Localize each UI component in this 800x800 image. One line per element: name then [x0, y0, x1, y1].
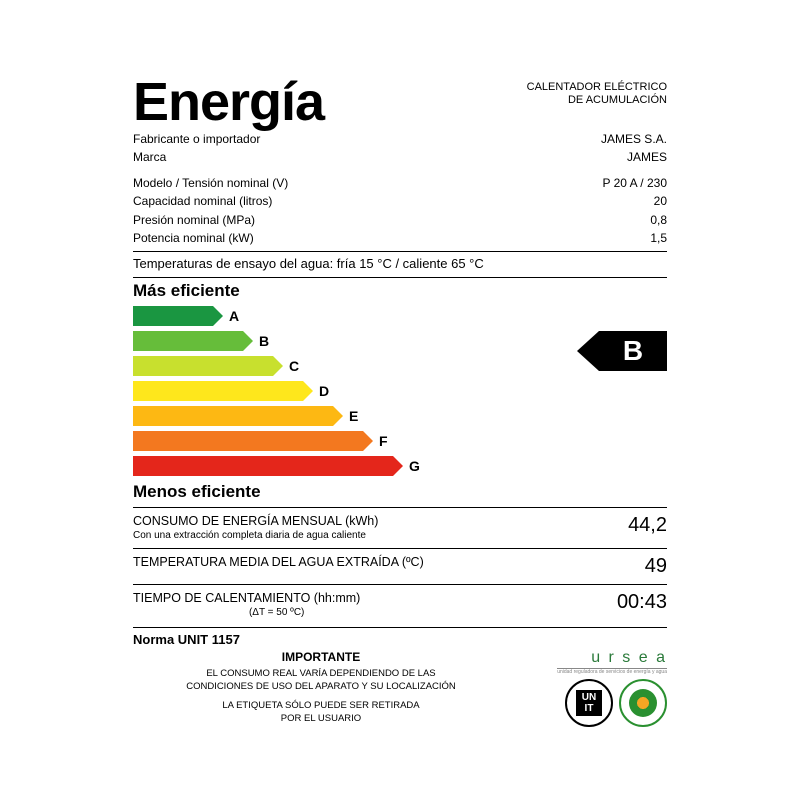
temp-value: 49 [645, 555, 667, 578]
potencia-value: 1,5 [650, 230, 667, 246]
title: Energía [133, 75, 324, 129]
divider [133, 548, 667, 549]
product-type: CALENTADOR ELÉCTRICO DE ACUMULACIÓN [527, 75, 667, 107]
efficiency-bar-C: C [133, 355, 577, 377]
energy-label: Energía CALENTADOR ELÉCTRICO DE ACUMULAC… [115, 63, 685, 737]
efficiency-bars: ABCDEFG [133, 305, 577, 480]
rating-badge: B [599, 331, 667, 371]
unit-seal-icon: UN IT [565, 679, 613, 727]
efficiency-bar-D: D [133, 380, 577, 402]
header: Energía CALENTADOR ELÉCTRICO DE ACUMULAC… [133, 75, 667, 129]
footer: IMPORTANTE EL CONSUMO REAL VARÍA DEPENDI… [133, 649, 667, 727]
footer-text: IMPORTANTE EL CONSUMO REAL VARÍA DEPENDI… [133, 649, 517, 727]
modelo-value: P 20 A / 230 [602, 175, 667, 191]
efficiency-bar-E: E [133, 405, 577, 427]
efficiency-section: Más eficiente ABCDEFG B Menos eficiente [133, 281, 667, 502]
tiempo-value: 00:43 [617, 591, 667, 614]
footer-logos: u r s e a unidad reguladora de servicios… [517, 649, 667, 727]
efficiency-bar-F: F [133, 430, 577, 452]
capacidad-label: Capacidad nominal (litros) [133, 193, 272, 209]
efficiency-seal-icon [619, 679, 667, 727]
metric-tiempo: TIEMPO DE CALENTAMIENTO (hh:mm) (ΔT = 50… [133, 588, 667, 622]
capacidad-value: 20 [654, 193, 667, 209]
modelo-label: Modelo / Tensión nominal (V) [133, 175, 288, 191]
divider [133, 251, 667, 252]
more-efficient-label: Más eficiente [133, 281, 667, 301]
metric-consumo: CONSUMO DE ENERGÍA MENSUAL (kWh) Con una… [133, 511, 667, 545]
specs-block: Modelo / Tensión nominal (V) P 20 A / 23… [133, 175, 667, 246]
ursea-logo: u r s e a [557, 649, 667, 669]
marca-value: JAMES [627, 149, 667, 165]
divider [133, 277, 667, 278]
efficiency-bar-B: B [133, 330, 577, 352]
divider [133, 627, 667, 628]
norma: Norma UNIT 1157 [133, 632, 667, 647]
temp-test: Temperaturas de ensayo del agua: fría 15… [133, 255, 667, 272]
potencia-label: Potencia nominal (kW) [133, 230, 254, 246]
presion-label: Presión nominal (MPa) [133, 212, 255, 228]
metric-temp: TEMPERATURA MEDIA DEL AGUA EXTRAÍDA (ºC)… [133, 552, 667, 581]
efficiency-bar-A: A [133, 305, 577, 327]
less-efficient-label: Menos eficiente [133, 482, 667, 502]
fabricante-label: Fabricante o importador [133, 131, 260, 147]
marca-label: Marca [133, 149, 166, 165]
rating-badge-wrap: B [577, 305, 667, 371]
fabricante-value: JAMES S.A. [601, 131, 667, 147]
divider [133, 584, 667, 585]
consumo-value: 44,2 [628, 514, 667, 537]
presion-value: 0,8 [650, 212, 667, 228]
manufacturer-block: Fabricante o importador JAMES S.A. Marca… [133, 131, 667, 165]
divider [133, 507, 667, 508]
efficiency-bar-G: G [133, 455, 577, 477]
